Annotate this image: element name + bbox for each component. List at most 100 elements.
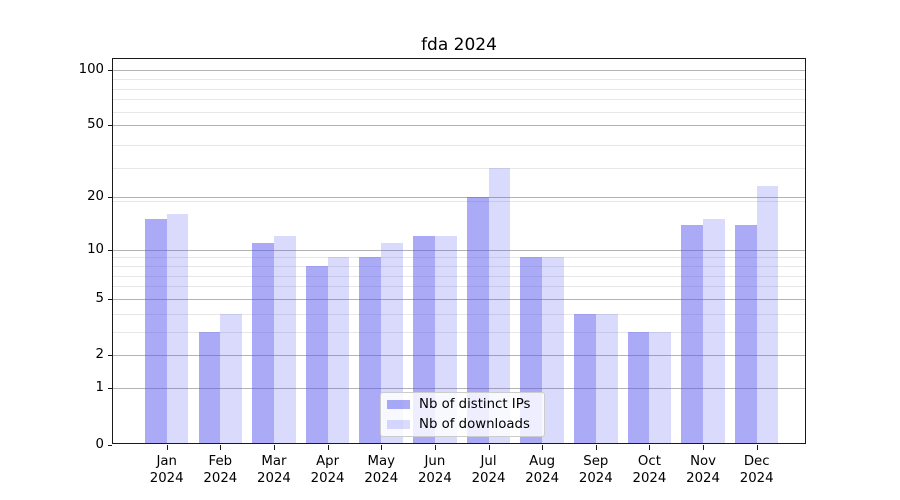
- gridline-major: [112, 249, 806, 251]
- bar-distinct-ips-sep: [573, 313, 596, 445]
- x-tick-mark: [166, 445, 168, 450]
- year-label: 2024: [525, 470, 560, 486]
- bar-downloads-nov: [703, 219, 725, 445]
- year-label: 2024: [203, 470, 238, 486]
- month-label: Dec: [743, 454, 770, 469]
- y-tick-mark: [107, 444, 112, 446]
- gridline-minor: [112, 111, 806, 113]
- bar-downloads-mar: [273, 236, 296, 445]
- month-label: Aug: [529, 454, 556, 469]
- bar-distinct-ips-apr: [305, 266, 328, 445]
- month-label: Jul: [480, 454, 497, 469]
- gridline-minor: [112, 331, 806, 333]
- y-tick-mark: [107, 125, 112, 127]
- legend-label-downloads: Nb of downloads: [419, 416, 530, 432]
- bar-downloads-apr: [327, 257, 350, 445]
- x-tick-mark: [542, 445, 544, 450]
- y-tick-label: 5: [95, 290, 104, 306]
- legend-item-distinct-ips: Nb of distinct IPs: [387, 396, 544, 413]
- gridline-minor: [112, 99, 806, 101]
- year-label: 2024: [578, 470, 613, 486]
- gridline-minor: [112, 201, 806, 203]
- x-tick-label-apr: Apr 2024: [296, 454, 360, 487]
- month-label: Feb: [208, 454, 233, 469]
- gridline-minor: [112, 266, 806, 268]
- gridline-major: [112, 355, 806, 357]
- x-tick-mark: [756, 445, 758, 450]
- y-tick-mark: [107, 298, 112, 300]
- bar-downloads-dec: [756, 186, 779, 445]
- year-label: 2024: [417, 470, 452, 486]
- y-tick-label: 2: [95, 347, 104, 363]
- month-label: Nov: [690, 454, 717, 469]
- bar-distinct-ips-feb: [198, 331, 221, 445]
- month-label: Mar: [261, 454, 287, 469]
- gridline-major: [112, 125, 806, 127]
- x-tick-mark: [649, 445, 651, 450]
- bar-distinct-ips-mar: [252, 242, 274, 445]
- x-tick-mark: [273, 445, 275, 450]
- gridline-major: [112, 298, 806, 300]
- x-tick-label-may: May 2024: [349, 454, 413, 487]
- x-tick-label-aug: Aug 2024: [510, 454, 574, 487]
- year-label: 2024: [149, 470, 184, 486]
- x-tick-label-jul: Jul 2024: [457, 454, 521, 487]
- legend-swatch-distinct-ips: [387, 399, 410, 409]
- bar-distinct-ips-may: [359, 257, 382, 445]
- gridline-minor: [112, 275, 806, 277]
- x-tick-label-nov: Nov 2024: [671, 454, 735, 487]
- y-tick-mark: [107, 388, 112, 390]
- year-label: 2024: [471, 470, 506, 486]
- month-label: Apr: [316, 454, 340, 469]
- gridline-major: [112, 69, 806, 71]
- legend: Nb of distinct IPs Nb of downloads: [380, 391, 545, 437]
- bar-distinct-ips-oct: [627, 331, 650, 445]
- legend-item-downloads: Nb of downloads: [387, 416, 544, 433]
- x-tick-label-jun: Jun 2024: [403, 454, 467, 487]
- y-tick-label: 1: [95, 380, 104, 396]
- x-tick-label-mar: Mar 2024: [242, 454, 306, 487]
- y-tick-mark: [107, 69, 112, 71]
- year-label: 2024: [257, 470, 291, 486]
- month-label: Jun: [424, 454, 446, 469]
- bar-distinct-ips-jul: [466, 197, 489, 445]
- y-tick-label: 10: [87, 241, 104, 257]
- legend-swatch-downloads: [387, 419, 410, 429]
- y-tick-label: 0: [95, 436, 104, 452]
- y-tick-label: 20: [87, 189, 104, 205]
- x-tick-mark: [381, 445, 383, 450]
- month-label: Sep: [583, 454, 609, 469]
- bar-distinct-ips-jan: [144, 219, 167, 445]
- x-tick-mark: [220, 445, 222, 450]
- legend-label-distinct-ips: Nb of distinct IPs: [419, 396, 531, 412]
- gridline-minor: [112, 144, 806, 146]
- year-label: 2024: [686, 470, 720, 486]
- y-tick-mark: [107, 197, 112, 199]
- gridline-minor: [112, 257, 806, 259]
- month-label: Jan: [156, 454, 177, 469]
- bar-downloads-sep: [595, 313, 618, 445]
- x-tick-label-oct: Oct 2024: [617, 454, 681, 487]
- x-tick-label-jan: Jan 2024: [135, 454, 199, 487]
- month-label: Oct: [637, 454, 661, 469]
- plot-area: [112, 58, 806, 445]
- bar-downloads-jan: [166, 214, 189, 445]
- gridline-minor: [112, 313, 806, 315]
- bar-downloads-oct: [649, 331, 672, 445]
- bar-downloads-aug: [542, 257, 564, 445]
- x-tick-label-sep: Sep 2024: [564, 454, 628, 487]
- x-tick-label-dec: Dec 2024: [725, 454, 789, 487]
- x-tick-mark: [327, 445, 329, 450]
- y-tick-mark: [107, 355, 112, 357]
- year-label: 2024: [632, 470, 667, 486]
- y-tick-label: 100: [78, 61, 104, 77]
- x-tick-mark: [703, 445, 705, 450]
- bar-distinct-ips-dec: [734, 224, 757, 445]
- y-tick-mark: [107, 249, 112, 251]
- x-tick-mark: [595, 445, 597, 450]
- bar-downloads-jul: [488, 168, 511, 445]
- gridline-major: [112, 388, 806, 390]
- y-tick-label: 50: [87, 117, 104, 133]
- year-label: 2024: [310, 470, 345, 486]
- x-tick-label-feb: Feb 2024: [188, 454, 252, 487]
